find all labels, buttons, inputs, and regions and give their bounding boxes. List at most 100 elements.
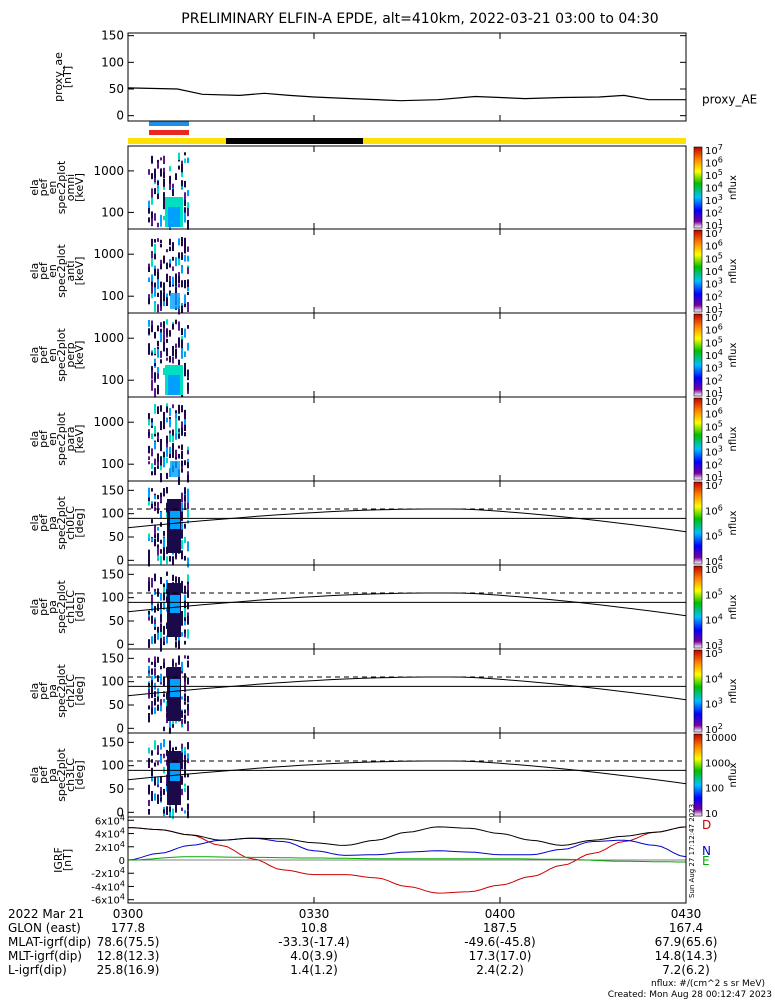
spec-cell: [154, 458, 156, 466]
spec-cell: [151, 197, 153, 205]
ephem-label-3: L-igrf(dip): [8, 963, 67, 977]
spec-cell: [169, 180, 171, 190]
ylabel-para-5: [keV]: [73, 425, 86, 454]
ylabel-ch0-0: ela: [28, 515, 41, 532]
spec-cell: [160, 681, 162, 685]
spec-cell: [154, 691, 156, 698]
spec-cell: [154, 762, 156, 767]
status-bars: [128, 121, 686, 144]
ylabel-omni-3: spec2plot: [55, 160, 68, 214]
ytick-label: 150: [101, 29, 124, 43]
cb-tick: 103: [705, 638, 723, 652]
spec-cell: [169, 246, 171, 252]
spec-cell: [184, 600, 186, 609]
spec-cell: [148, 456, 150, 461]
spec-cell: [154, 501, 156, 507]
spec-cell: [163, 739, 165, 748]
ylabel-para-0: ela: [28, 431, 41, 448]
ylabel-ch3-0: ela: [28, 767, 41, 784]
ephem-value: 14.8(14.3): [655, 949, 718, 963]
cb-tick: 105: [705, 335, 723, 349]
cb-tick: 103: [705, 277, 723, 291]
ylabel-para-3: spec2plot: [55, 412, 68, 466]
spec-cell: [184, 697, 186, 702]
spec-cell: [175, 173, 177, 181]
spec-cell: [163, 530, 165, 536]
status-bar-sunlit: [128, 138, 686, 144]
spec-cell: [163, 178, 165, 188]
spec-cell: [184, 158, 186, 164]
spec-cell: [184, 409, 186, 420]
spec-cell: [163, 788, 165, 795]
spec-cell: [151, 370, 153, 379]
spec-cell: [157, 304, 159, 313]
spec-cell: [154, 403, 156, 414]
spec-cell: [187, 583, 189, 591]
spec-cell: [181, 252, 183, 260]
spec-cell: [154, 656, 156, 664]
spec-cell: [178, 359, 180, 370]
spec-cell: [184, 180, 186, 188]
spec-cell: [181, 164, 183, 168]
spec-cell: [157, 547, 159, 556]
spec-cell: [184, 766, 186, 770]
ylabel-igrf-0: IGRF: [52, 847, 65, 873]
spec-cell: [178, 433, 180, 439]
spec-cell: [184, 783, 186, 787]
spec-cell: [160, 421, 162, 431]
ytick-label: 50: [109, 782, 124, 796]
spec-cell: [166, 262, 168, 270]
spec-cell: [172, 242, 174, 252]
spec-cell: [181, 550, 183, 560]
spec-cell: [184, 536, 186, 543]
spec-cell: [175, 641, 177, 648]
spec-cell: [181, 759, 183, 770]
spec-cell: [163, 345, 165, 351]
spec-cell: [181, 180, 183, 187]
spec-cell: [151, 211, 153, 217]
spec-cell: [163, 626, 165, 635]
spec-cell: [163, 334, 165, 343]
spec-cell: [181, 747, 183, 753]
spec-cell: [157, 435, 159, 440]
spec-cell: [172, 576, 174, 581]
spec-cell: [154, 254, 156, 260]
ylabel-perp-1: pef: [37, 345, 50, 364]
spec-cell: [160, 214, 162, 225]
spec-cell: [169, 166, 171, 172]
spec-cell: [187, 629, 189, 639]
spec-cell: [163, 186, 165, 190]
spec-cell: [184, 555, 186, 561]
spec-cell: [187, 803, 189, 810]
spec-cell: [166, 329, 168, 336]
spec-cell: [151, 379, 153, 385]
ytick-label: -2x104: [91, 866, 125, 880]
ytick-label: 150: [101, 567, 124, 581]
spec-cell: [184, 719, 186, 724]
ephem-value: 167.4: [669, 921, 703, 935]
spec-cell: [157, 696, 159, 702]
ephem-value: 12.8(12.3): [97, 949, 160, 963]
spec-cell: [151, 383, 153, 391]
panel-frame: [127, 145, 687, 230]
spec-cell: [154, 268, 156, 276]
ylabel-anti-2: en: [46, 264, 59, 278]
spec-cell: [187, 369, 189, 377]
cb-tick: 106: [705, 562, 723, 576]
spec-cell: [154, 707, 156, 715]
proxy-ae-line: [127, 87, 686, 102]
spec-cell: [151, 750, 153, 756]
spec-cell: [157, 222, 159, 228]
spec-cell: [154, 674, 156, 679]
spec-cell: [178, 252, 180, 259]
spec-cell: [154, 698, 156, 706]
spec-cell: [181, 280, 183, 288]
spec-cell: [157, 631, 159, 640]
spec-cell: [148, 549, 150, 560]
spec-cell: [157, 603, 159, 611]
ylabel-anti-4: anti: [64, 260, 77, 281]
spec-cell: [163, 583, 165, 587]
